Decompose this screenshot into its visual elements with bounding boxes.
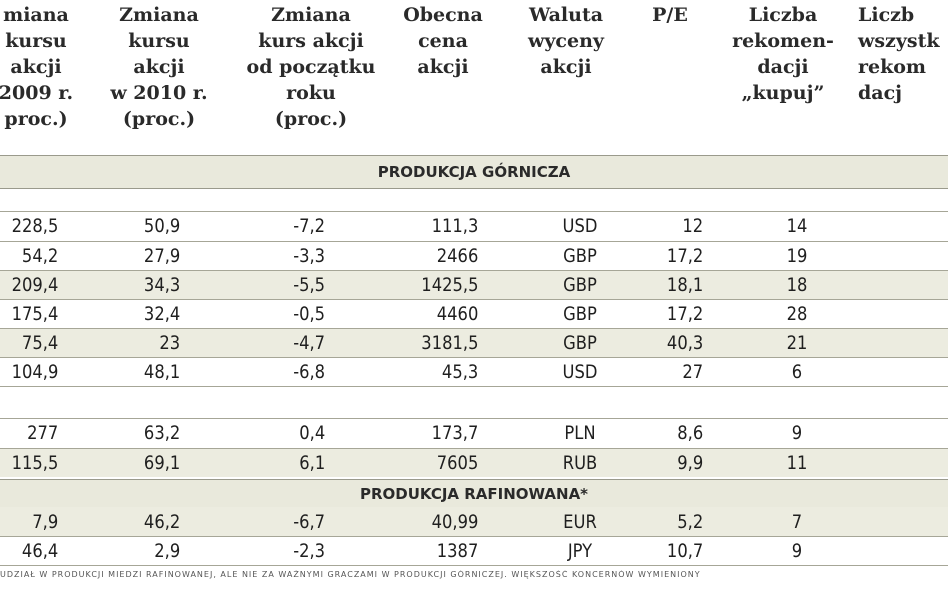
cell-change-2010: 23 [159, 332, 180, 354]
cell-buy-recommendations: 9 [791, 422, 803, 444]
cell-currency: USD [562, 361, 598, 383]
row-divider [0, 357, 948, 358]
row-divider [0, 328, 948, 329]
cell-currency: GBP [563, 332, 597, 354]
cell-change-ytd: -2,3 [293, 540, 325, 562]
cell-current-price: 3181,5 [420, 332, 478, 354]
cell-current-price: 1425,5 [420, 274, 478, 296]
row-divider [0, 448, 948, 449]
cell-currency: EUR [563, 511, 597, 533]
cell-pe: 18,1 [666, 274, 703, 296]
cell-buy-recommendations: 19 [786, 245, 808, 267]
cell-change-2009: 209,4 [11, 274, 58, 296]
cell-current-price: 45,3 [441, 361, 478, 383]
cell-pe: 8,6 [677, 422, 703, 444]
header-all-recommendations: Liczb wszystk rekom dacj [858, 4, 940, 104]
section-mining: PRODUKCJA GÓRNICZA [0, 155, 948, 189]
cell-buy-recommendations: 14 [786, 215, 808, 237]
cell-currency: JPY [567, 540, 593, 562]
row-divider [0, 386, 948, 387]
cell-change-2010: 48,1 [143, 361, 180, 383]
row-divider [0, 211, 948, 212]
header-change-2010: Zmiana kursu akcji w 2010 r. (proc.) [110, 4, 208, 130]
cell-change-ytd: -5,5 [293, 274, 325, 296]
cell-pe: 9,9 [677, 452, 703, 474]
cell-change-2010: 46,2 [143, 511, 180, 533]
cell-change-ytd: 0,4 [299, 422, 325, 444]
cell-change-ytd: -7,2 [293, 215, 325, 237]
cell-change-2010: 69,1 [143, 452, 180, 474]
header-change-2009: miana kursu akcji 2009 r. proc.) [0, 4, 74, 130]
cell-current-price: 173,7 [431, 422, 478, 444]
cell-currency: GBP [563, 274, 597, 296]
cell-change-2009: 175,4 [11, 303, 58, 325]
row-divider [0, 270, 948, 271]
cell-change-2010: 2,9 [154, 540, 180, 562]
section-refining: PRODUKCJA RAFINOWANA* [0, 479, 948, 509]
row-shade [0, 270, 948, 299]
cell-change-ytd: -4,7 [293, 332, 325, 354]
cell-change-2009: 7,9 [32, 511, 58, 533]
cell-pe: 27 [682, 361, 703, 383]
cell-buy-recommendations: 28 [786, 303, 808, 325]
cell-change-ytd: -0,5 [293, 303, 325, 325]
cell-current-price: 1387 [436, 540, 478, 562]
cell-currency: RUB [562, 452, 598, 474]
cell-change-2009: 46,4 [21, 540, 58, 562]
cell-currency: GBP [563, 245, 597, 267]
cell-buy-recommendations: 6 [791, 361, 803, 383]
cell-pe: 12 [682, 215, 703, 237]
header-change-ytd: Zmiana kurs akcji od początku roku (proc… [246, 4, 376, 130]
cell-currency: PLN [564, 422, 596, 444]
row-divider [0, 418, 948, 419]
header-buy-recommendations: Liczba rekomen- dacji „kupuj” [732, 4, 834, 104]
cell-change-2010: 27,9 [143, 245, 180, 267]
cell-buy-recommendations: 7 [791, 511, 803, 533]
cell-buy-recommendations: 18 [786, 274, 808, 296]
cell-buy-recommendations: 9 [791, 540, 803, 562]
row-divider [0, 241, 948, 242]
footnote: UDZIAŁ W PRODUKCJI MIEDZI RAFINOWANEJ, A… [0, 570, 701, 579]
cell-change-2009: 54,2 [21, 245, 58, 267]
cell-current-price: 40,99 [431, 511, 478, 533]
cell-buy-recommendations: 21 [786, 332, 808, 354]
cell-current-price: 7605 [436, 452, 478, 474]
cell-pe: 17,2 [666, 303, 703, 325]
header-currency: Waluta wyceny akcji [528, 4, 604, 78]
row-shade [0, 507, 948, 536]
row-divider [0, 565, 948, 566]
cell-currency: USD [562, 215, 598, 237]
cell-change-ytd: 6,1 [299, 452, 325, 474]
cell-change-2009: 115,5 [11, 452, 58, 474]
cell-change-2010: 34,3 [143, 274, 180, 296]
cell-change-2009: 75,4 [21, 332, 58, 354]
header-pe: P/E [652, 4, 688, 26]
cell-change-2010: 32,4 [143, 303, 180, 325]
cell-current-price: 2466 [436, 245, 478, 267]
row-shade [0, 448, 948, 477]
row-divider [0, 299, 948, 300]
cell-change-ytd: -3,3 [293, 245, 325, 267]
cell-pe: 17,2 [666, 245, 703, 267]
cell-change-2009: 104,9 [11, 361, 58, 383]
cell-change-2009: 228,5 [11, 215, 58, 237]
cell-change-ytd: -6,7 [293, 511, 325, 533]
cell-currency: GBP [563, 303, 597, 325]
cell-change-2009: 277 [26, 422, 58, 444]
cell-pe: 10,7 [666, 540, 703, 562]
header-current-price: Obecna cena akcji [403, 4, 483, 78]
cell-current-price: 111,3 [431, 215, 478, 237]
row-shade [0, 328, 948, 357]
row-divider [0, 536, 948, 537]
cell-change-2010: 63,2 [143, 422, 180, 444]
cell-change-ytd: -6,8 [293, 361, 325, 383]
cell-pe: 5,2 [677, 511, 703, 533]
cell-buy-recommendations: 11 [786, 452, 808, 474]
cell-change-2010: 50,9 [143, 215, 180, 237]
cell-pe: 40,3 [666, 332, 703, 354]
cell-current-price: 4460 [436, 303, 478, 325]
